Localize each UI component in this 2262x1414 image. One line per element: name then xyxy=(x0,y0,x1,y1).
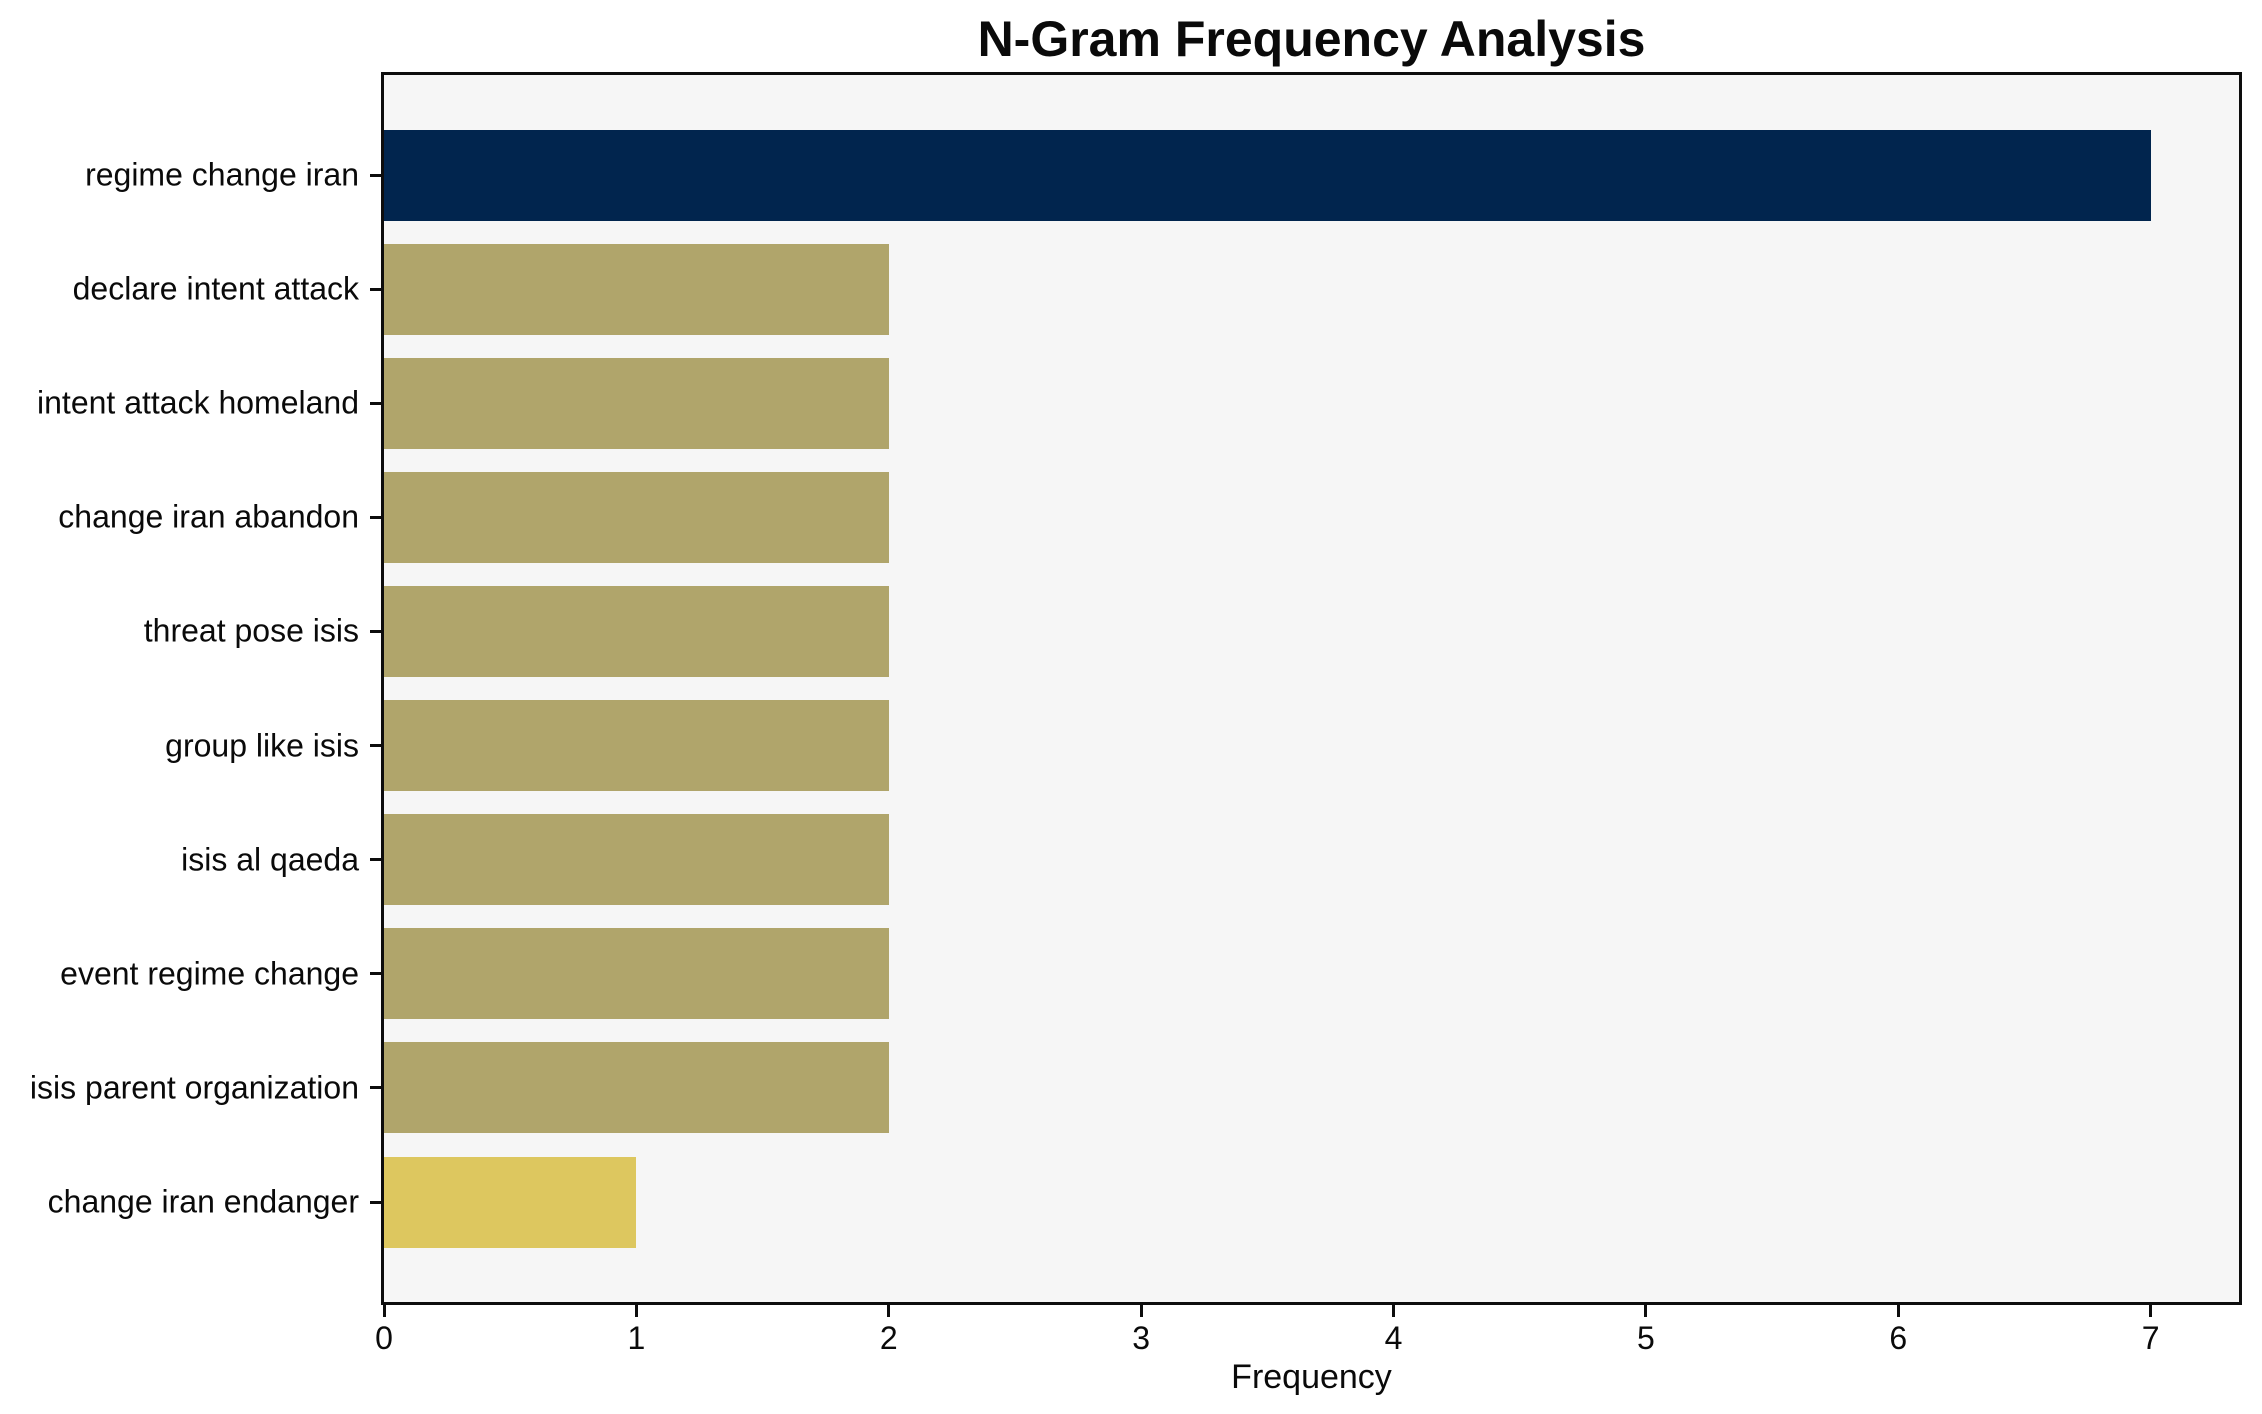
x-tick-mark xyxy=(2149,1305,2153,1317)
y-tick-label: isis al qaeda xyxy=(181,841,359,878)
x-tick-mark xyxy=(1139,1305,1143,1317)
y-tick-mark xyxy=(370,744,381,748)
bar-intent-attack-homeland xyxy=(384,357,889,449)
x-tick-label: 7 xyxy=(2141,1320,2160,1356)
x-axis-label: Frequency xyxy=(1231,1358,1392,1396)
y-tick-label: event regime change xyxy=(60,955,359,992)
x-tick-mark xyxy=(1896,1305,1900,1317)
x-tick-label: 6 xyxy=(1889,1320,1908,1356)
bar-event-regime-change xyxy=(384,928,889,1020)
y-tick-label: regime change iran xyxy=(85,156,359,193)
x-tick-label: 1 xyxy=(627,1320,646,1356)
y-tick-mark xyxy=(370,1200,381,1204)
y-tick-label: intent attack homeland xyxy=(37,384,359,421)
y-tick-mark xyxy=(370,858,381,862)
x-tick-mark xyxy=(887,1305,891,1317)
bar-regime-change-iran xyxy=(384,129,2151,221)
y-tick-label: threat pose isis xyxy=(143,612,359,649)
y-tick-mark xyxy=(370,515,381,519)
bar-threat-pose-isis xyxy=(384,585,889,677)
plot-area xyxy=(381,72,2242,1305)
x-tick-mark xyxy=(1644,1305,1648,1317)
bar-change-iran-abandon xyxy=(384,471,889,563)
x-tick-mark xyxy=(382,1305,386,1317)
x-tick-mark xyxy=(1392,1305,1396,1317)
chart-title: N-Gram Frequency Analysis xyxy=(977,11,1646,67)
x-tick-label: 2 xyxy=(879,1320,898,1356)
y-tick-label: group like isis xyxy=(165,727,359,764)
bar-change-iran-endanger xyxy=(384,1156,637,1248)
x-tick-label: 0 xyxy=(375,1320,393,1356)
y-tick-mark xyxy=(370,287,381,291)
x-tick-mark xyxy=(634,1305,638,1317)
y-tick-label: isis parent organization xyxy=(29,1069,359,1106)
y-tick-label: change iran abandon xyxy=(58,498,359,535)
x-tick-label: 5 xyxy=(1636,1320,1655,1356)
y-tick-mark xyxy=(370,972,381,976)
y-tick-mark xyxy=(370,401,381,405)
y-tick-mark xyxy=(370,629,381,633)
bar-declare-intent-attack xyxy=(384,243,889,335)
y-tick-mark xyxy=(370,1086,381,1090)
bar-isis-parent-organization xyxy=(384,1042,889,1134)
bar-group-like-isis xyxy=(384,700,889,792)
y-tick-label: change iran endanger xyxy=(47,1183,359,1220)
x-tick-label: 3 xyxy=(1132,1320,1151,1356)
y-tick-label: declare intent attack xyxy=(72,270,359,307)
y-tick-mark xyxy=(370,173,381,177)
x-tick-label: 4 xyxy=(1384,1320,1403,1356)
bar-isis-al-qaeda xyxy=(384,814,889,906)
